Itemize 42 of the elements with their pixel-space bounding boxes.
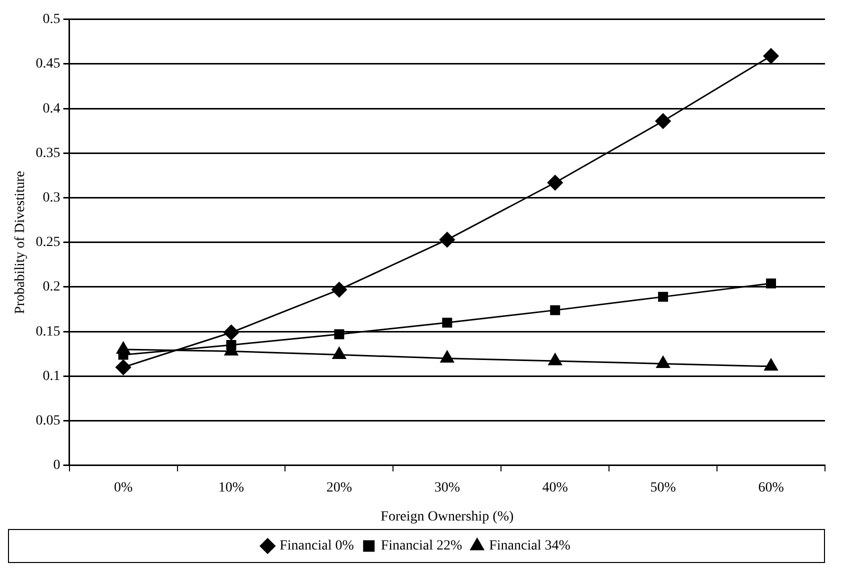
point — [442, 318, 452, 328]
point — [655, 113, 671, 129]
y-tick-label: 0.05 — [36, 413, 60, 428]
point — [116, 360, 132, 376]
point — [223, 324, 239, 340]
point — [439, 232, 455, 248]
point — [332, 347, 346, 360]
legend-label: Financial 22% — [380, 538, 462, 554]
x-tick-label: 40% — [542, 480, 568, 496]
point — [440, 350, 454, 363]
y-tick-label: 0.5 — [42, 12, 60, 28]
point — [658, 292, 668, 302]
x-tick-label: 60% — [758, 480, 784, 496]
y-tick-label: 0.3 — [42, 190, 60, 206]
y-tick-label: 0.25 — [36, 235, 60, 250]
x-axis-title: Foreign Ownership (%) — [380, 509, 514, 524]
point — [547, 174, 563, 190]
x-tick-label: 0% — [114, 480, 133, 496]
x-tick-label: 20% — [326, 480, 352, 496]
y-tick-label: 0.4 — [42, 101, 60, 116]
point — [118, 350, 128, 360]
point — [334, 329, 344, 340]
y-tick-label: 0.35 — [36, 146, 60, 161]
y-tick-label: 0 — [53, 458, 60, 474]
x-tick-label: 10% — [218, 480, 244, 496]
y-tick-label: 0.15 — [36, 324, 60, 340]
point — [766, 278, 776, 288]
y-tick-label: 0.45 — [36, 56, 60, 72]
y-axis-title: Probability of Divestiture — [13, 170, 28, 314]
point — [764, 358, 778, 371]
legend-label: Financial 34% — [489, 538, 571, 554]
x-tick-label: 30% — [434, 480, 460, 496]
point — [226, 340, 236, 350]
point — [548, 353, 562, 366]
point — [550, 305, 560, 316]
y-tick-label: 0.2 — [42, 280, 60, 295]
point — [763, 48, 779, 64]
legend-label: Financial 0% — [280, 538, 354, 554]
y-tick-label: 0.1 — [42, 368, 60, 384]
point — [331, 282, 347, 298]
x-tick-label: 50% — [650, 480, 676, 496]
point — [656, 356, 670, 368]
